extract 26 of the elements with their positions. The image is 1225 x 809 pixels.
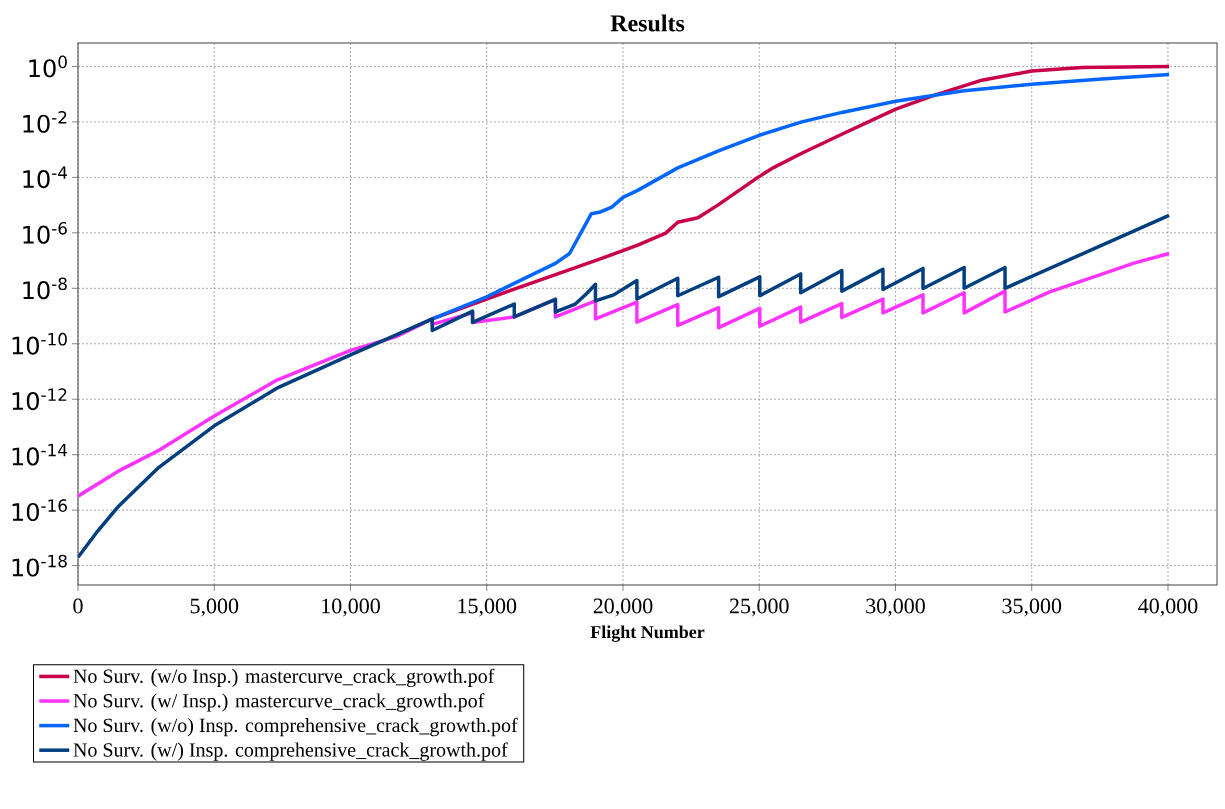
line-series <box>78 213 1171 560</box>
y-tick-label: 10$^{-14}$ <box>12 443 68 466</box>
y-tick-label: 10$^{-16}$ <box>12 499 67 522</box>
y-tick-label: 10$^{-18}$ <box>12 554 67 577</box>
y-tick-label: 10$^{0}$ <box>29 55 67 78</box>
x-tick-label: 35,000 <box>1002 598 1062 617</box>
y-tick-label: 10$^{-10}$ <box>12 332 67 355</box>
y-tick-label: 10$^{-6}$ <box>23 221 67 244</box>
legend-label: No Surv. (w/ Insp.) mastercurve_crack_growth.pof <box>73 693 485 712</box>
x-tick-label: 40,000 <box>1138 598 1198 617</box>
legend-label: No Surv. (w/o) Insp. comprehensive_crack_growth.pof <box>73 717 518 737</box>
x-tick-label: 20,000 <box>593 598 653 617</box>
y-tick-label: 10$^{-2}$ <box>23 110 67 133</box>
legend-label: No Surv. (w/) Insp. comprehensive_crack_growth.pof <box>73 742 508 761</box>
chart-title: Results <box>610 14 685 32</box>
x-tick-label: 10,000 <box>322 598 380 617</box>
x-tick-label: 15,000 <box>458 598 517 617</box>
x-tick-label: 25,000 <box>729 598 789 617</box>
legend-label: No Surv. (w/o Insp.) mastercurve_crack_growth.pof <box>73 668 495 688</box>
x-tick-label: 5,000 <box>190 598 239 617</box>
y-tick-label: 10$^{-8}$ <box>23 277 67 300</box>
x-axis-title: Flight Number <box>590 625 705 642</box>
x-tick-label: 30,000 <box>866 598 925 617</box>
y-tick-label: 10$^{-4}$ <box>23 166 68 189</box>
y-tick-label: 10$^{-12}$ <box>12 388 67 411</box>
x-tick-label: 0 <box>73 598 83 614</box>
